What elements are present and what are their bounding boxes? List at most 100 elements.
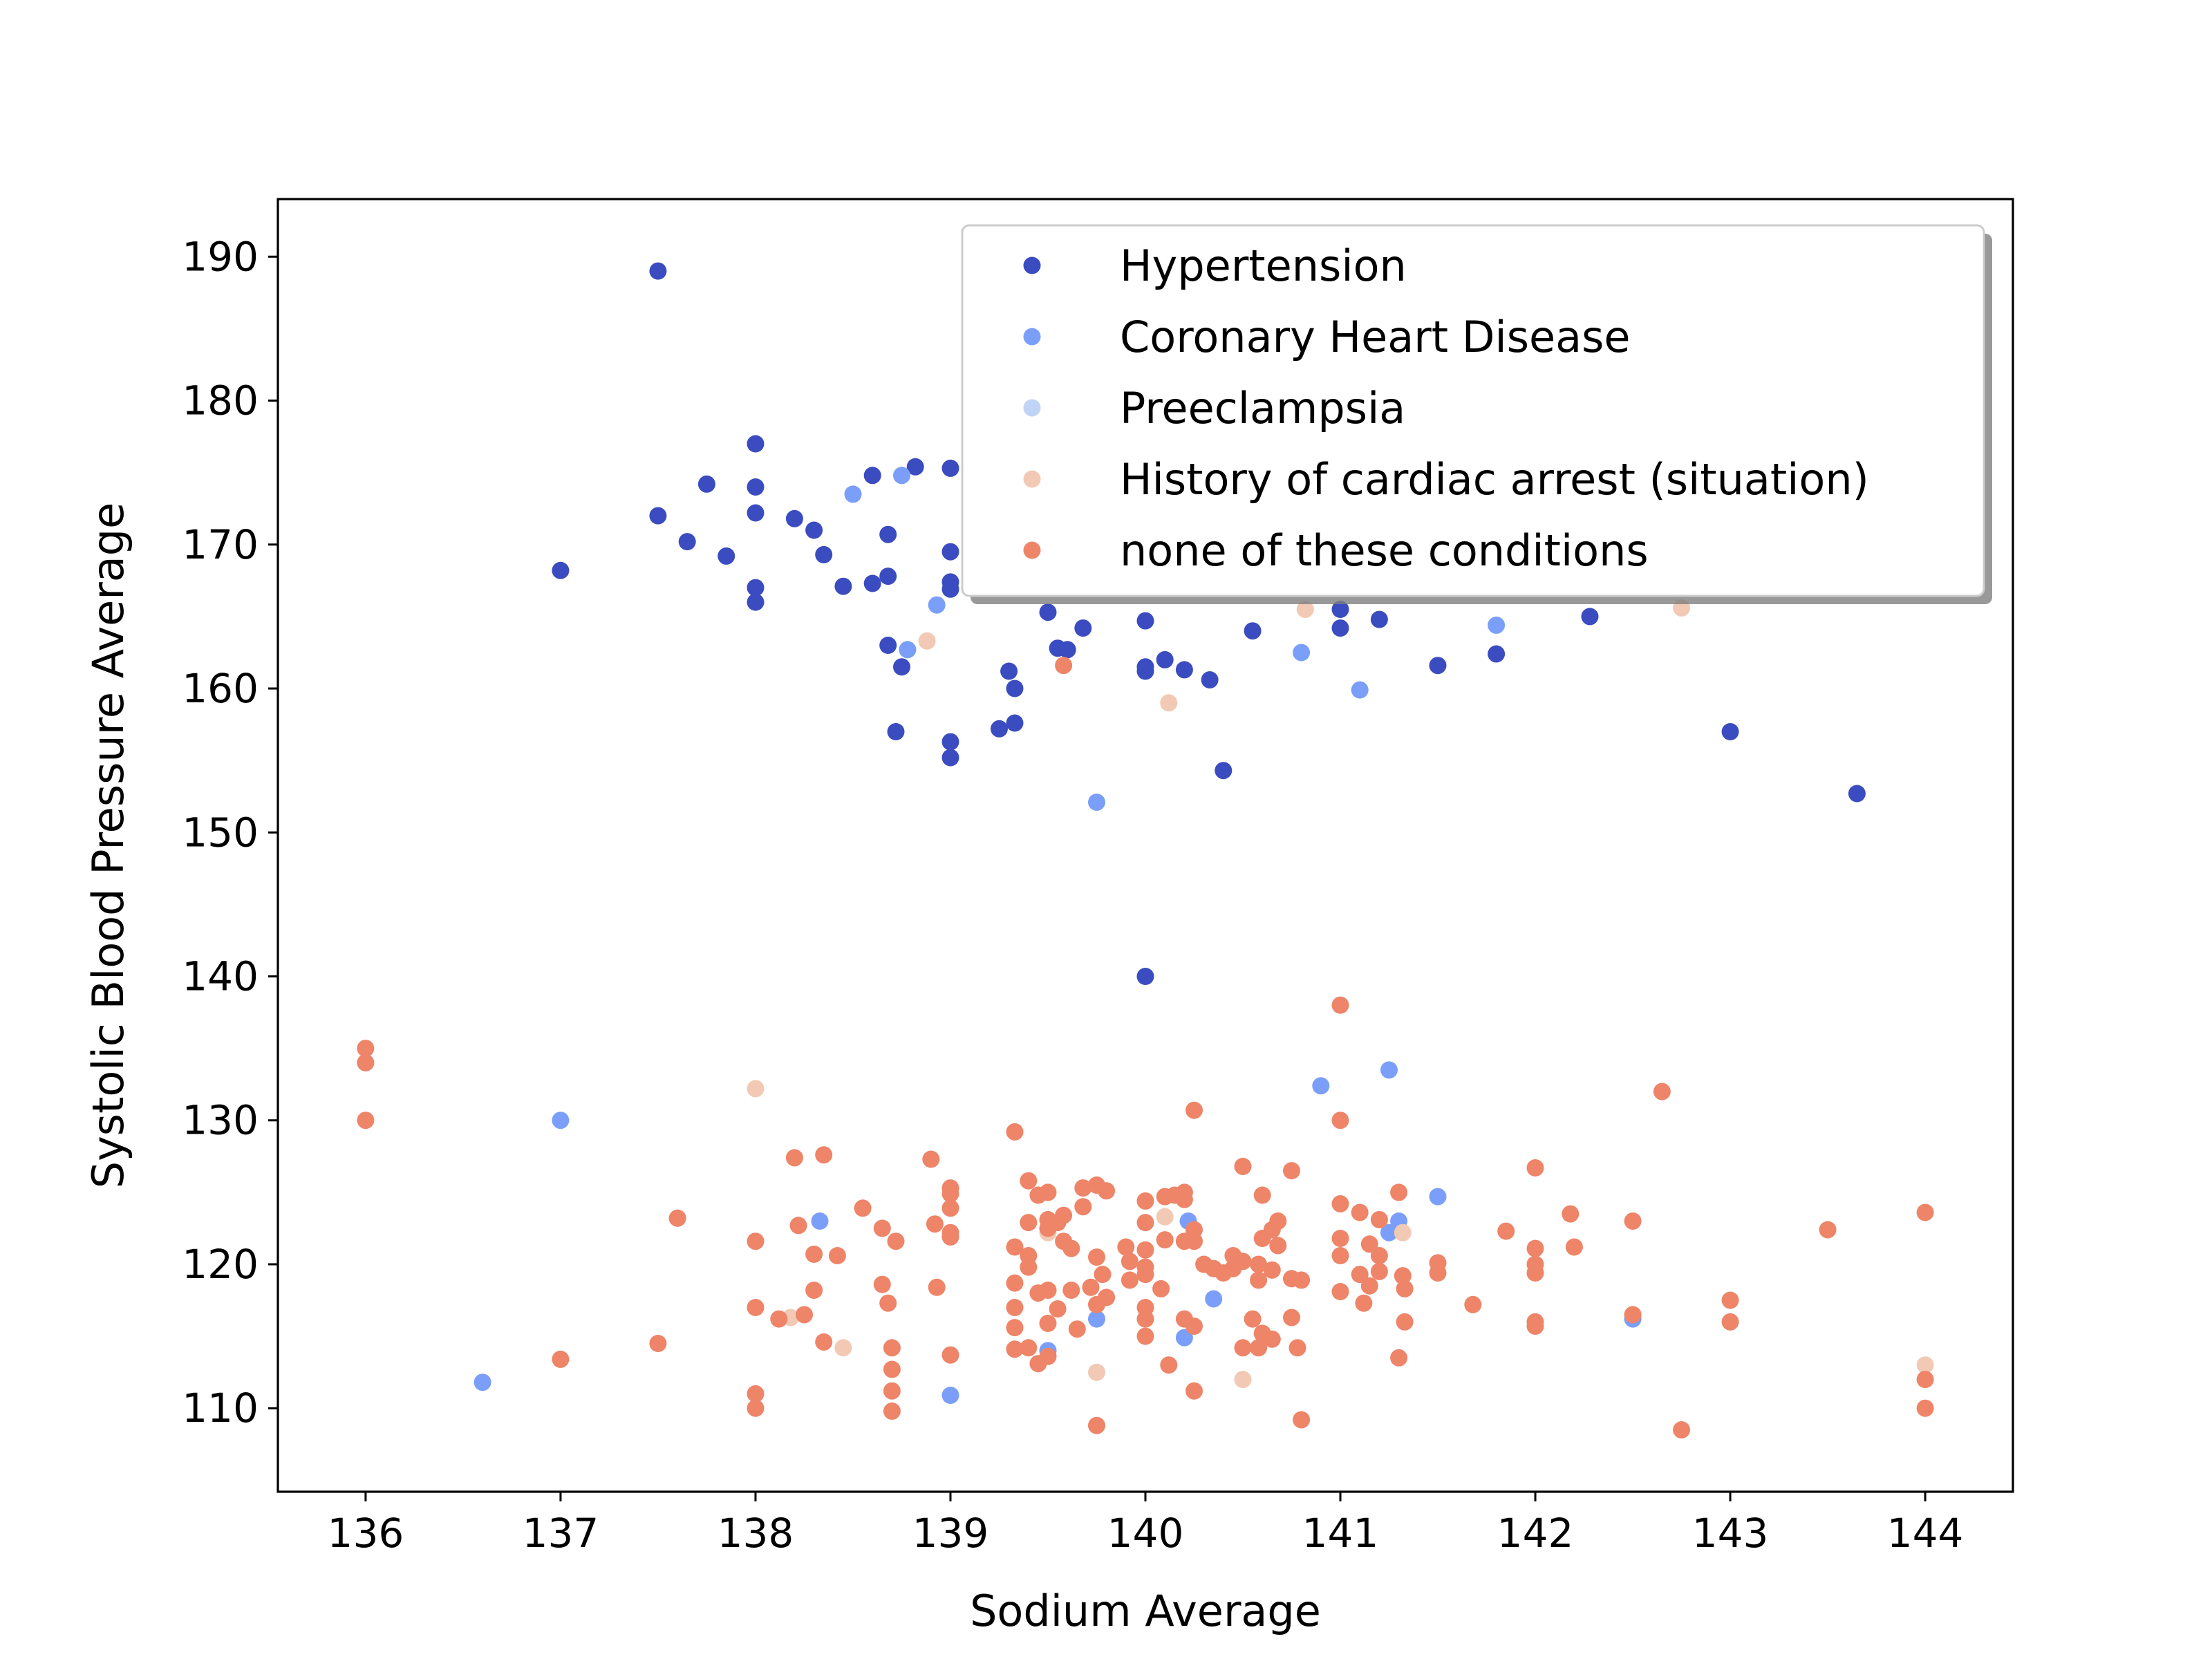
data-point: [1062, 1239, 1080, 1257]
data-point: [1673, 1421, 1691, 1438]
data-point: [893, 658, 910, 676]
data-point: [815, 1333, 833, 1351]
data-point: [1175, 661, 1193, 679]
data-point: [1360, 1235, 1378, 1253]
data-point: [747, 1299, 765, 1316]
data-point: [1055, 1206, 1073, 1224]
data-point: [928, 596, 946, 614]
legend-marker: [1023, 399, 1041, 417]
data-point: [863, 467, 881, 485]
data-point: [879, 1294, 897, 1312]
data-point: [1074, 1179, 1092, 1197]
data-point: [893, 467, 910, 485]
data-point: [887, 723, 905, 740]
data-point: [883, 1402, 901, 1420]
data-point: [718, 547, 735, 565]
x-tick-label: 140: [1107, 1510, 1184, 1557]
data-point: [747, 435, 765, 453]
data-point: [844, 485, 862, 503]
data-point: [1049, 1300, 1067, 1318]
data-point: [1215, 762, 1232, 780]
y-tick-label: 190: [182, 233, 259, 280]
data-point: [828, 1247, 846, 1264]
data-point: [357, 1053, 375, 1071]
data-point: [1136, 1241, 1154, 1259]
data-point: [747, 1399, 765, 1417]
data-point: [1653, 1082, 1671, 1100]
data-point: [1464, 1295, 1482, 1313]
data-point: [1006, 1238, 1024, 1256]
data-point: [1020, 1339, 1038, 1357]
data-point: [941, 733, 959, 751]
data-point: [1074, 619, 1092, 637]
data-point: [1136, 612, 1154, 630]
data-point: [357, 1112, 375, 1130]
data-point: [1250, 1271, 1268, 1289]
data-point: [747, 593, 765, 611]
data-point: [941, 1346, 959, 1364]
data-point: [1380, 1061, 1398, 1079]
data-point: [1068, 1320, 1086, 1338]
data-point: [1526, 1318, 1544, 1335]
data-point: [941, 1387, 959, 1404]
data-point: [1006, 714, 1024, 732]
data-point: [1331, 1247, 1349, 1264]
x-tick-label: 141: [1302, 1510, 1379, 1557]
data-point: [1721, 1313, 1739, 1331]
data-point: [811, 1212, 829, 1230]
data-point: [883, 1339, 901, 1357]
data-point: [1250, 1339, 1268, 1357]
data-point: [873, 1219, 891, 1237]
legend-label: Preeclampsia: [1120, 383, 1405, 433]
data-point: [1331, 996, 1349, 1014]
data-point: [1370, 1210, 1388, 1228]
data-point: [918, 632, 936, 650]
data-point: [1360, 1277, 1378, 1295]
data-point: [1488, 616, 1506, 634]
data-point: [1185, 1318, 1203, 1335]
data-point: [1020, 1258, 1038, 1276]
data-point: [796, 1306, 813, 1324]
data-point: [1074, 1198, 1092, 1216]
data-point: [1396, 1280, 1414, 1297]
data-point: [1160, 1356, 1178, 1374]
legend-marker: [1023, 470, 1041, 488]
data-point: [552, 1350, 570, 1368]
data-point: [1390, 1183, 1408, 1201]
data-point: [1020, 1172, 1038, 1190]
data-point: [1136, 1266, 1154, 1284]
data-point: [1916, 1203, 1934, 1221]
data-point: [1006, 1340, 1024, 1358]
data-point: [1185, 1382, 1203, 1400]
data-point: [1293, 1271, 1311, 1289]
data-point: [1020, 1214, 1038, 1232]
x-tick-label: 143: [1692, 1510, 1769, 1557]
data-point: [1429, 657, 1447, 675]
data-point: [941, 459, 959, 477]
data-point: [1250, 1255, 1268, 1273]
data-point: [1006, 679, 1024, 697]
legend: Hypertension Coronary Heart Disease Preecl…: [961, 224, 1992, 604]
data-point: [1331, 601, 1349, 618]
data-point: [1429, 1264, 1447, 1282]
data-point: [941, 580, 959, 598]
data-point: [941, 1185, 959, 1203]
data-point: [1351, 1203, 1369, 1221]
data-point: [1156, 1231, 1174, 1249]
data-point: [649, 507, 667, 525]
data-point: [1581, 608, 1599, 626]
x-tick-label: 138: [718, 1510, 794, 1557]
data-point: [1565, 1238, 1583, 1256]
data-point: [785, 509, 803, 527]
data-point: [1136, 662, 1154, 680]
data-point: [1082, 1278, 1100, 1296]
data-point: [854, 1199, 872, 1217]
y-tick-label: 130: [182, 1097, 259, 1144]
data-point: [1088, 1310, 1105, 1328]
data-point: [649, 1335, 667, 1352]
data-point: [1288, 1339, 1306, 1357]
data-point: [1916, 1399, 1934, 1417]
data-point: [1234, 1339, 1252, 1357]
data-point: [1006, 1299, 1024, 1316]
data-point: [785, 1149, 803, 1167]
